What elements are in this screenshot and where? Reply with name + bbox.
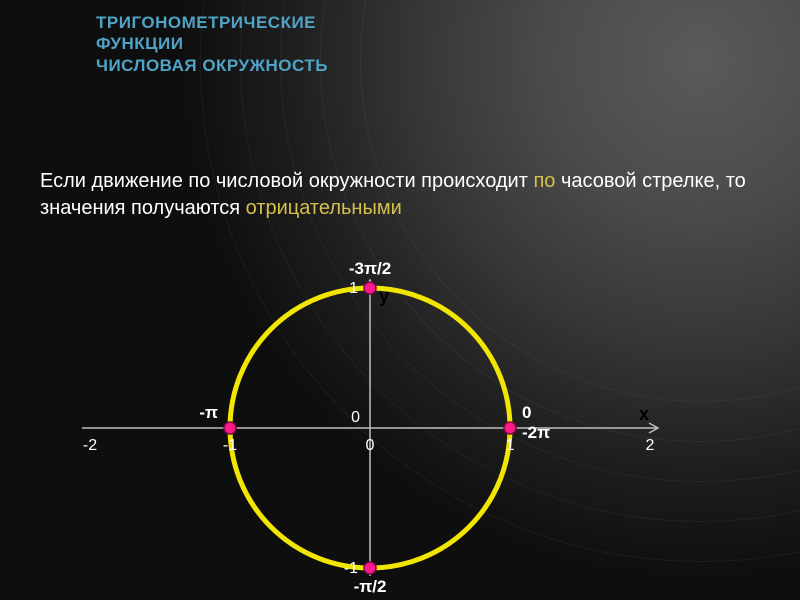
x-tick-label: 1 (506, 437, 515, 454)
x-tick-label: 2 (646, 437, 655, 454)
point-label: -2π (522, 423, 550, 442)
title-line: ТРИГОНОМЕТРИЧЕСКИЕ (96, 13, 316, 32)
y-tick-label: 1 (349, 280, 358, 297)
y-tick-label: -1 (344, 560, 358, 577)
x-tick-label: -2 (83, 437, 97, 454)
circle-point (364, 282, 376, 294)
unit-circle-chart: -2-1012-11xy00-2π-3π/2-π-π/2 (0, 250, 800, 600)
desc-text: Если движение по числовой окружности про… (40, 170, 533, 192)
slide-description: Если движение по числовой окружности про… (40, 168, 760, 222)
origin-label: 0 (351, 409, 360, 426)
circle-point (224, 422, 236, 434)
desc-highlight: по (533, 170, 555, 192)
x-tick-label: -1 (223, 437, 237, 454)
slide: ТРИГОНОМЕТРИЧЕСКИЕ ФУНКЦИИ ЧИСЛОВАЯ ОКРУЖН… (0, 0, 800, 600)
point-label: -3π/2 (349, 259, 391, 278)
y-axis-label: y (379, 286, 389, 306)
circle-point (364, 562, 376, 574)
slide-title: ТРИГОНОМЕТРИЧЕСКИЕ ФУНКЦИИ ЧИСЛОВАЯ ОКРУЖН… (96, 12, 328, 76)
title-line: ЧИСЛОВАЯ ОКРУЖНОСТЬ (96, 56, 328, 75)
title-line: ФУНКЦИИ (96, 34, 183, 53)
circle-point (504, 422, 516, 434)
x-tick-label: 0 (366, 437, 375, 454)
point-label: 0 (522, 403, 531, 422)
point-label: -π/2 (354, 577, 387, 596)
desc-highlight: отрицательными (246, 197, 402, 219)
point-label: -π (199, 403, 218, 422)
x-axis-label: x (639, 404, 649, 424)
